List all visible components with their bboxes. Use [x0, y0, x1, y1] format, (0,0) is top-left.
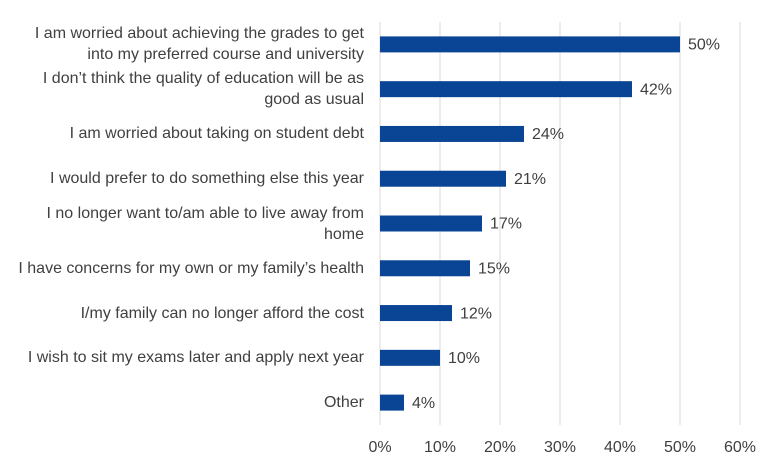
- value-label: 50%: [688, 37, 720, 54]
- bar: [380, 260, 470, 277]
- bar: [380, 81, 632, 98]
- value-label: 12%: [460, 305, 492, 322]
- x-tick-label: 30%: [544, 439, 576, 456]
- bar: [380, 170, 506, 187]
- y-tick-label: I/my family can no longer afford the cos…: [80, 304, 364, 322]
- y-tick-label: I would prefer to do something else this…: [50, 170, 364, 188]
- bar: [380, 125, 524, 142]
- x-tick-label: 40%: [604, 439, 636, 456]
- bar: [380, 36, 680, 53]
- bar: [380, 215, 482, 232]
- value-label: 42%: [640, 81, 672, 98]
- x-tick-label: 0%: [368, 439, 391, 456]
- value-label: 15%: [478, 260, 510, 277]
- value-label: 4%: [412, 395, 435, 412]
- x-tick-label: 50%: [664, 439, 696, 456]
- y-tick-label: I am worried about achieving the grades …: [34, 25, 364, 64]
- value-label: 21%: [514, 171, 546, 188]
- y-tick-label: I wish to sit my exams later and apply n…: [27, 349, 364, 367]
- bar: [380, 305, 452, 322]
- value-label: 10%: [448, 350, 480, 367]
- y-tick-label: I am worried about taking on student deb…: [69, 125, 364, 143]
- y-tick-label: I have concerns for my own or my family’…: [18, 259, 364, 277]
- y-tick-label: I don’t think the quality of education w…: [42, 70, 364, 109]
- x-tick-label: 10%: [424, 439, 456, 456]
- bar: [380, 349, 440, 366]
- value-label: 24%: [532, 126, 564, 143]
- x-tick-label: 60%: [724, 439, 756, 456]
- value-label: 17%: [490, 216, 522, 233]
- x-tick-label: 20%: [484, 439, 516, 456]
- y-tick-label: I no longer want to/am able to live away…: [46, 204, 365, 243]
- bar: [380, 394, 404, 411]
- y-tick-label: Other: [323, 394, 364, 412]
